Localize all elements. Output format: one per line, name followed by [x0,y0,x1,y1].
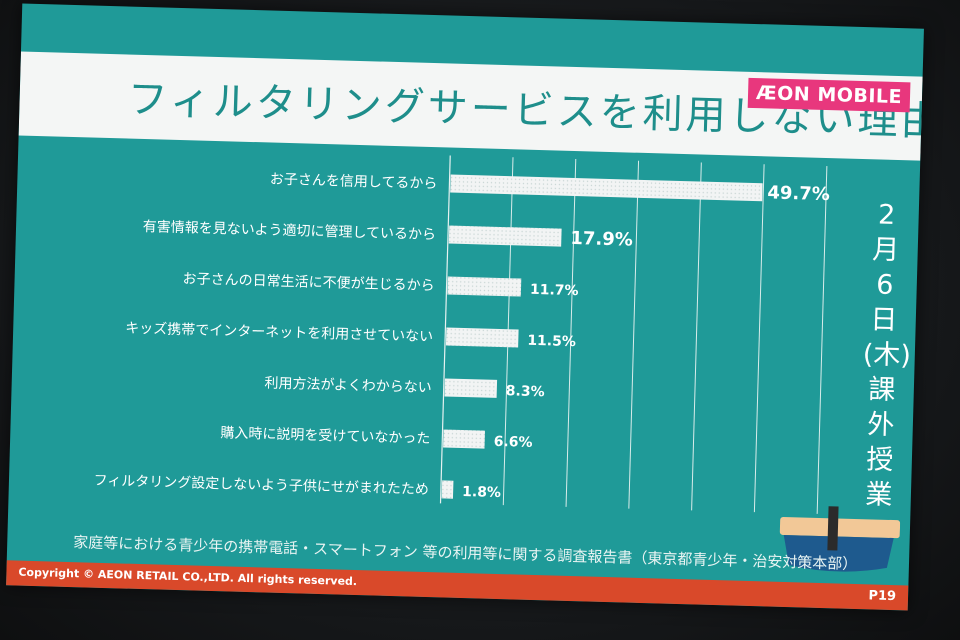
grid-line [753,164,765,513]
bar [443,429,486,449]
category-label: フィルタリング設定しないよう子供にせがまれたため [93,473,429,498]
grid-line [565,159,577,507]
side-text-char: 外 [866,409,895,442]
page-number: P19 [868,588,897,605]
side-text-char: 月 [871,234,900,267]
category-label: お子さんを信用してるから [270,172,438,193]
category-label: 利用方法がよくわからない [264,375,432,396]
category-label: キッズ携帯でインターネットを利用させていない [125,321,433,346]
side-text-char: 6 [875,269,894,301]
bar [447,276,522,297]
side-text-char: 日 [869,304,898,337]
grid-line [628,160,640,509]
bar [444,378,498,398]
bar [441,480,454,499]
side-text-char: 2 [877,199,896,231]
bar [448,225,562,247]
value-label: 17.9% [570,228,633,251]
value-label: 49.7% [767,182,830,205]
side-text-char: (木) [862,339,912,372]
x-axis-baseline [439,155,451,504]
bench-illustration [779,506,901,572]
category-label: お子さんの日常生活に不便が生じるから [182,271,434,294]
value-label: 1.8% [462,484,501,501]
value-label: 11.5% [527,333,576,350]
side-text-char: 授 [865,444,894,477]
side-text-char: 課 [867,374,896,407]
value-label: 8.3% [506,383,545,400]
category-label: 購入時に説明を受けていなかった [220,425,430,447]
value-label: 6.6% [493,434,532,451]
grid-line [691,162,702,511]
value-label: 11.7% [530,282,579,299]
grid-line [816,166,828,514]
bar [450,174,763,202]
slide: フィルタリングサービスを利用しない理由 ÆON MOBILE お子さんを信用して… [6,3,924,611]
category-label: 有害情報を見ないよう適切に管理しているから [143,218,437,243]
copyright-text: Copyright © AEON RETAIL CO.,LTD. All rig… [18,565,358,589]
bar-chart: お子さんを信用してるから 49.7% 有害情報を見ないよう適切に管理しているから 17… [93,155,830,514]
bar [445,327,519,348]
